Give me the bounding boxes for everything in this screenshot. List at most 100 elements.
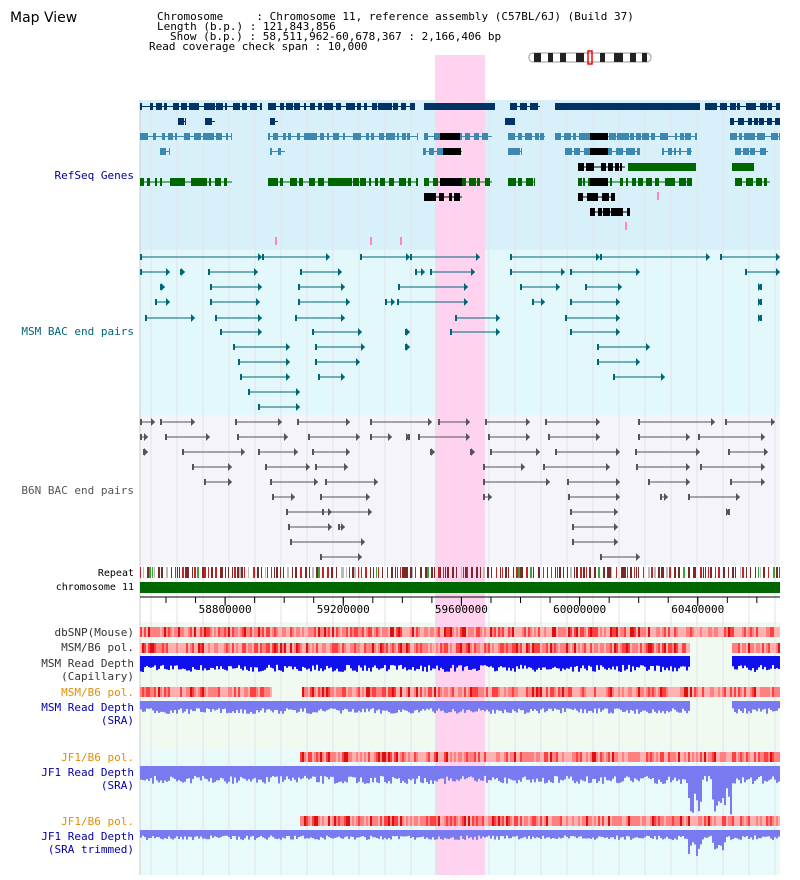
msm-depth-sra-bar	[608, 701, 610, 714]
jf1-pol-heat	[370, 752, 372, 762]
dbsnp-heat	[452, 627, 454, 637]
msm-depth-sra-bar	[320, 701, 322, 709]
dbsnp-heat	[696, 627, 698, 637]
jf1-pol2-heat	[522, 816, 524, 826]
jf1-pol-heat	[372, 752, 374, 762]
jf1-depth-trimmed-bar	[694, 830, 696, 845]
jf1-pol-heat	[710, 752, 712, 762]
msm-depth-sra-bar	[518, 701, 520, 709]
b6n-bac-pair-end	[466, 418, 470, 426]
jf1-depth-sra-bar	[216, 766, 218, 781]
msm-depth-capillary-bar	[592, 656, 594, 672]
b6n-bac-pair-end	[312, 449, 314, 455]
jf1-pol2-heat	[636, 816, 638, 826]
repeat-mark	[215, 567, 217, 578]
jf1-pol2-heat	[480, 816, 482, 826]
msm-depth-sra-bar	[312, 701, 314, 713]
msm-pol2-heat	[448, 687, 450, 697]
dbsnp-heat	[708, 627, 710, 637]
msm-depth-capillary-bar	[292, 656, 294, 670]
msm-pol2-heat	[616, 687, 618, 697]
jf1-depth-sra-bar	[688, 766, 690, 799]
msm-depth-capillary-bar	[418, 656, 420, 670]
msm-depth-capillary-bar	[392, 656, 394, 666]
jf1-pol2-heat	[644, 816, 646, 826]
jf1-depth-trimmed-bar	[532, 830, 534, 837]
label-msm-pol-2: MSM/B6 pol.	[61, 686, 134, 699]
dbsnp-heat	[624, 627, 626, 637]
msm-bac-pair-end	[618, 283, 622, 291]
msm-depth-sra-bar	[212, 701, 214, 710]
msm-pol2-heat	[368, 687, 370, 697]
msm-pol2-heat	[228, 687, 230, 697]
msm-depth-capillary-bar	[560, 656, 562, 672]
gene-row-3-exon	[402, 133, 406, 140]
msm-pol-heat	[174, 643, 176, 653]
jf1-pol-heat	[396, 752, 398, 762]
msm-depth-capillary-bar	[556, 656, 558, 669]
msm-depth-capillary-bar	[648, 656, 650, 670]
repeat-mark	[580, 567, 582, 578]
msm-pol2-heat	[480, 687, 482, 697]
gene-row-4-exon	[521, 148, 522, 155]
gene-row-3-exon	[358, 133, 361, 140]
repeat-mark	[487, 567, 489, 578]
msm-depth-capillary-bar	[570, 656, 572, 667]
jf1-depth-trimmed-bar	[518, 830, 520, 840]
jf1-depth-trimmed-bar	[358, 830, 360, 838]
jf1-pol-heat	[528, 752, 530, 762]
repeat-mark	[755, 567, 756, 578]
msm-depth-capillary-bar	[472, 656, 474, 669]
msm-depth-capillary-bar	[758, 656, 760, 668]
jf1-depth-trimmed-bar	[174, 830, 176, 839]
ideogram-band	[642, 53, 647, 62]
jf1-pol2-heat	[318, 816, 320, 826]
dbsnp-heat	[506, 627, 508, 637]
jf1-depth-sra-bar	[768, 766, 770, 781]
jf1-depth-sra-bar	[144, 766, 146, 781]
jf1-pol2-heat	[488, 816, 490, 826]
jf1-pol2-heat	[374, 816, 376, 826]
msm-pol-heat	[422, 643, 424, 653]
msm-depth-capillary-bar	[306, 656, 308, 670]
msm-depth-capillary-bar	[302, 656, 304, 667]
jf1-depth-trimmed-bar	[298, 830, 300, 838]
gene-row-3-exon	[609, 133, 616, 140]
jf1-pol2-heat	[498, 816, 500, 826]
msm-pol2-heat	[216, 687, 218, 697]
ideogram-band	[548, 53, 553, 62]
repeat-mark	[376, 567, 377, 578]
jf1-depth-trimmed-bar	[412, 830, 414, 838]
jf1-depth-sra-bar	[160, 766, 162, 781]
b6n-bac-pair-end	[761, 463, 765, 471]
msm-pol-heat	[560, 643, 562, 653]
msm-pol2-heat	[544, 687, 546, 697]
jf1-pol2-heat	[626, 816, 628, 826]
msm-pol-heat	[222, 643, 224, 653]
jf1-pol2-heat	[698, 816, 700, 826]
msm-depth-sra-bar	[732, 701, 734, 709]
dbsnp-heat	[236, 627, 238, 637]
dbsnp-heat	[738, 627, 740, 637]
jf1-pol-heat	[312, 752, 314, 762]
b6n-bac-pair-end	[344, 463, 348, 471]
msm-depth-sra-bar	[394, 701, 396, 714]
jf1-depth-sra-bar	[422, 766, 424, 784]
msm-depth-capillary-bar	[544, 656, 546, 668]
dbsnp-heat	[628, 627, 630, 637]
repeat-mark	[395, 567, 396, 578]
msm-pol-heat	[302, 643, 304, 653]
msm-depth-capillary-bar	[368, 656, 370, 668]
msm-pol-heat	[432, 643, 434, 653]
jf1-depth-sra-bar	[314, 766, 316, 777]
jf1-pol-heat	[720, 752, 722, 762]
msm-pol-heat	[608, 643, 610, 653]
msm-depth-sra-bar	[540, 701, 542, 710]
msm-pol-heat	[278, 643, 280, 653]
jf1-pol-heat	[540, 752, 542, 762]
msm-pol2-heat	[458, 687, 460, 697]
msm-bac-pair-end	[258, 404, 260, 410]
dbsnp-heat	[164, 627, 166, 637]
jf1-pol-heat	[336, 752, 338, 762]
